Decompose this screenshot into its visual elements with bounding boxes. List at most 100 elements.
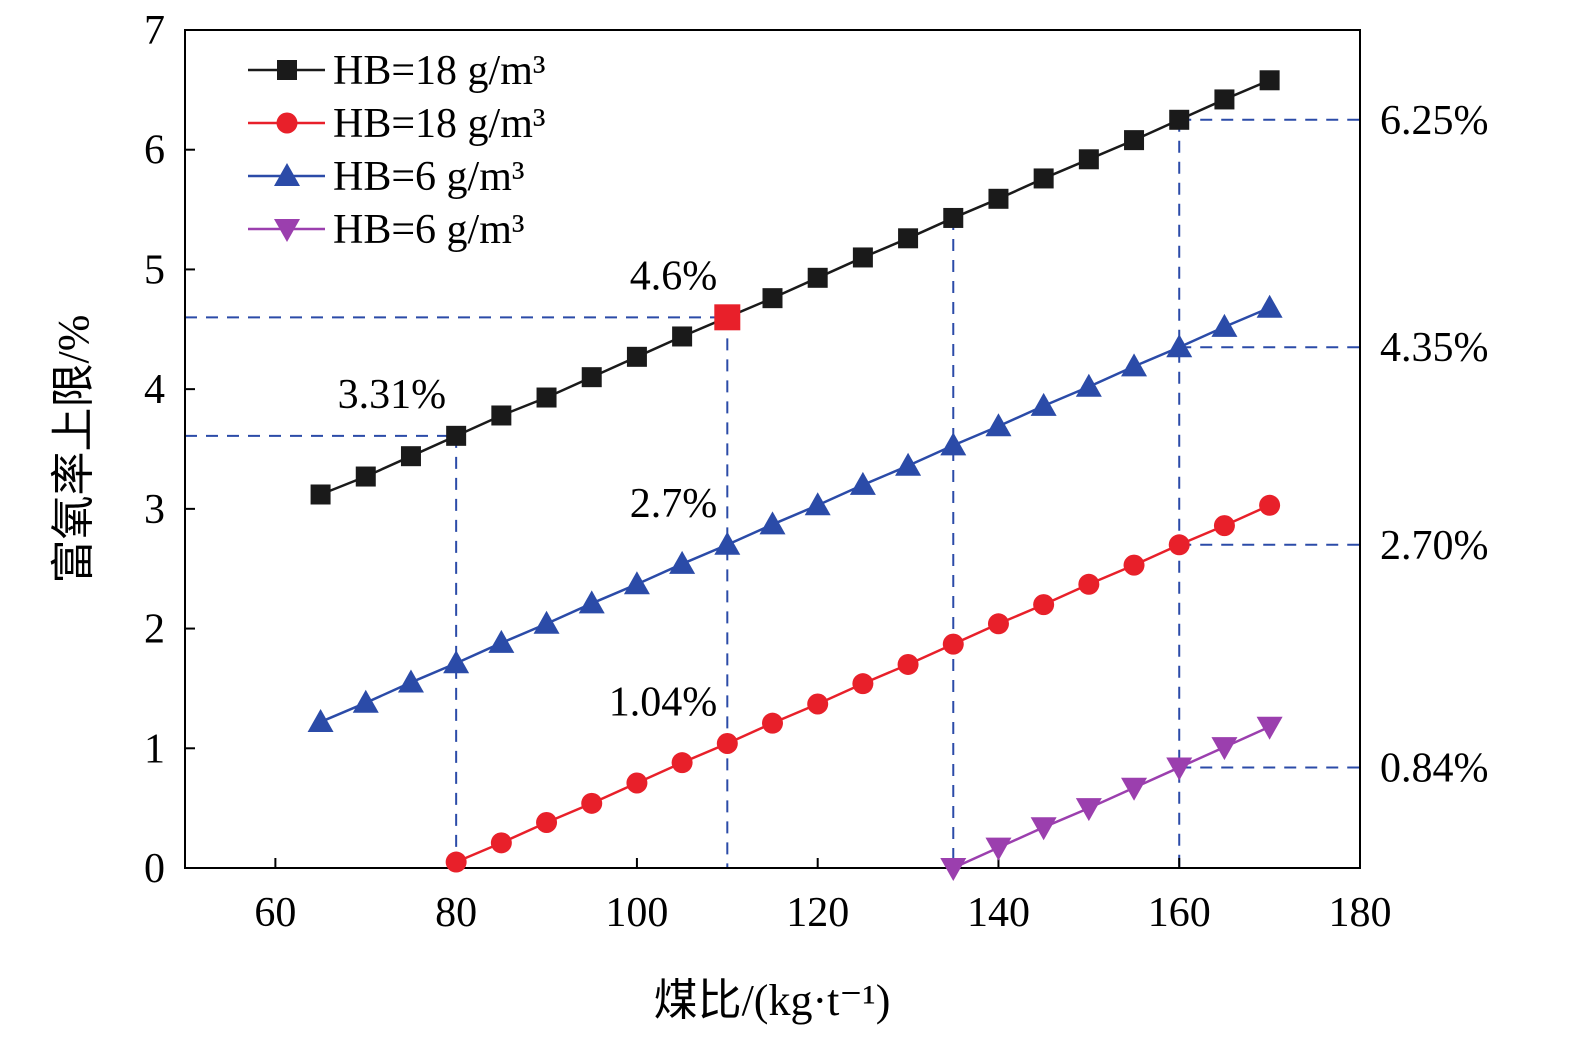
data-point (898, 228, 919, 249)
data-point (1075, 798, 1102, 822)
data-point (578, 590, 605, 614)
y-axis-label: 富氧率上限/% (49, 315, 98, 584)
y-tick-label: 4 (144, 367, 165, 413)
data-point (355, 466, 376, 487)
data-point (1030, 392, 1057, 416)
y-tick-label: 7 (144, 8, 165, 54)
annotation-label: 2.7% (630, 481, 718, 527)
x-tick-label: 180 (1329, 890, 1392, 936)
data-point (987, 613, 1009, 635)
data-point (940, 858, 967, 881)
data-point (1030, 817, 1057, 841)
legend-label: HB=6 g/m³ (333, 207, 524, 253)
data-point (1166, 757, 1193, 781)
data-point (1033, 594, 1055, 616)
y-tick-label: 6 (144, 128, 165, 174)
legend-marker (274, 219, 300, 242)
data-point (852, 247, 873, 268)
series-line-1 (320, 79, 1271, 496)
x-tick-label: 140 (967, 890, 1030, 936)
data-point (400, 446, 421, 467)
data-point (626, 772, 648, 794)
right-label: 2.70% (1380, 523, 1489, 569)
data-point (804, 492, 831, 516)
right-label: 4.35% (1380, 325, 1489, 371)
data-point (1121, 777, 1148, 801)
data-point (490, 832, 512, 854)
data-point (397, 669, 424, 693)
data-point (443, 650, 470, 674)
data-point (759, 511, 786, 535)
legend-label: HB=6 g/m³ (333, 154, 524, 200)
plot-frame (184, 29, 1361, 869)
x-axis-label: 煤比/(kg·t⁻¹) (654, 976, 891, 1025)
legend-marker (277, 60, 297, 80)
data-point (852, 673, 874, 695)
data-point (1256, 716, 1283, 740)
data-point (807, 693, 829, 715)
data-point (1214, 89, 1235, 110)
data-point (1124, 130, 1145, 151)
data-point (626, 346, 647, 367)
data-point (1033, 168, 1054, 189)
data-point (671, 752, 693, 774)
highlight-point (714, 304, 741, 331)
data-point (581, 367, 602, 388)
data-point (943, 207, 964, 228)
data-point (1211, 737, 1238, 761)
data-point (714, 531, 741, 555)
y-tick-label: 0 (144, 846, 165, 892)
legend-label: HB=18 g/m³ (333, 48, 545, 94)
data-point (623, 571, 650, 595)
data-point (897, 653, 919, 675)
data-point (942, 633, 964, 655)
data-point (1075, 373, 1102, 397)
data-point (536, 387, 557, 408)
x-tick-label: 60 (254, 890, 296, 936)
data-point (988, 188, 1009, 209)
x-tick-label: 100 (605, 890, 668, 936)
right-label: 0.84% (1380, 745, 1489, 791)
data-point (669, 550, 696, 574)
legend-marker (274, 163, 300, 186)
y-tick-label: 5 (144, 247, 165, 293)
data-point (1121, 353, 1148, 377)
data-point (307, 708, 334, 732)
right-label: 6.25% (1380, 98, 1489, 144)
data-point (1259, 70, 1280, 91)
data-point (849, 471, 876, 495)
data-point (536, 812, 558, 834)
x-tick-label: 80 (435, 890, 477, 936)
data-point (352, 689, 379, 713)
data-point (1211, 313, 1238, 337)
series-line-3 (320, 306, 1271, 724)
data-point (1259, 494, 1281, 516)
data-point (1123, 554, 1145, 576)
data-point (895, 452, 922, 476)
data-point (1169, 109, 1190, 130)
x-tick-label: 120 (786, 890, 849, 936)
data-point (807, 267, 828, 288)
data-point (488, 629, 515, 653)
data-point (985, 837, 1012, 861)
data-point (533, 610, 560, 634)
data-point (762, 288, 783, 309)
x-tick-label: 160 (1148, 890, 1211, 936)
data-point (1078, 573, 1100, 595)
data-point (716, 732, 738, 754)
legend-label: HB=18 g/m³ (333, 101, 545, 147)
y-tick-label: 2 (144, 607, 165, 653)
data-point (1168, 534, 1190, 556)
data-point (940, 432, 967, 456)
data-point (762, 712, 783, 734)
legend-marker (276, 112, 298, 134)
data-point (446, 425, 467, 446)
data-point (672, 326, 693, 347)
y-tick-label: 1 (144, 726, 165, 772)
y-tick-label: 3 (144, 487, 165, 533)
data-point (491, 405, 512, 426)
data-point (445, 851, 467, 873)
data-point (1166, 334, 1193, 358)
data-point (581, 792, 603, 814)
